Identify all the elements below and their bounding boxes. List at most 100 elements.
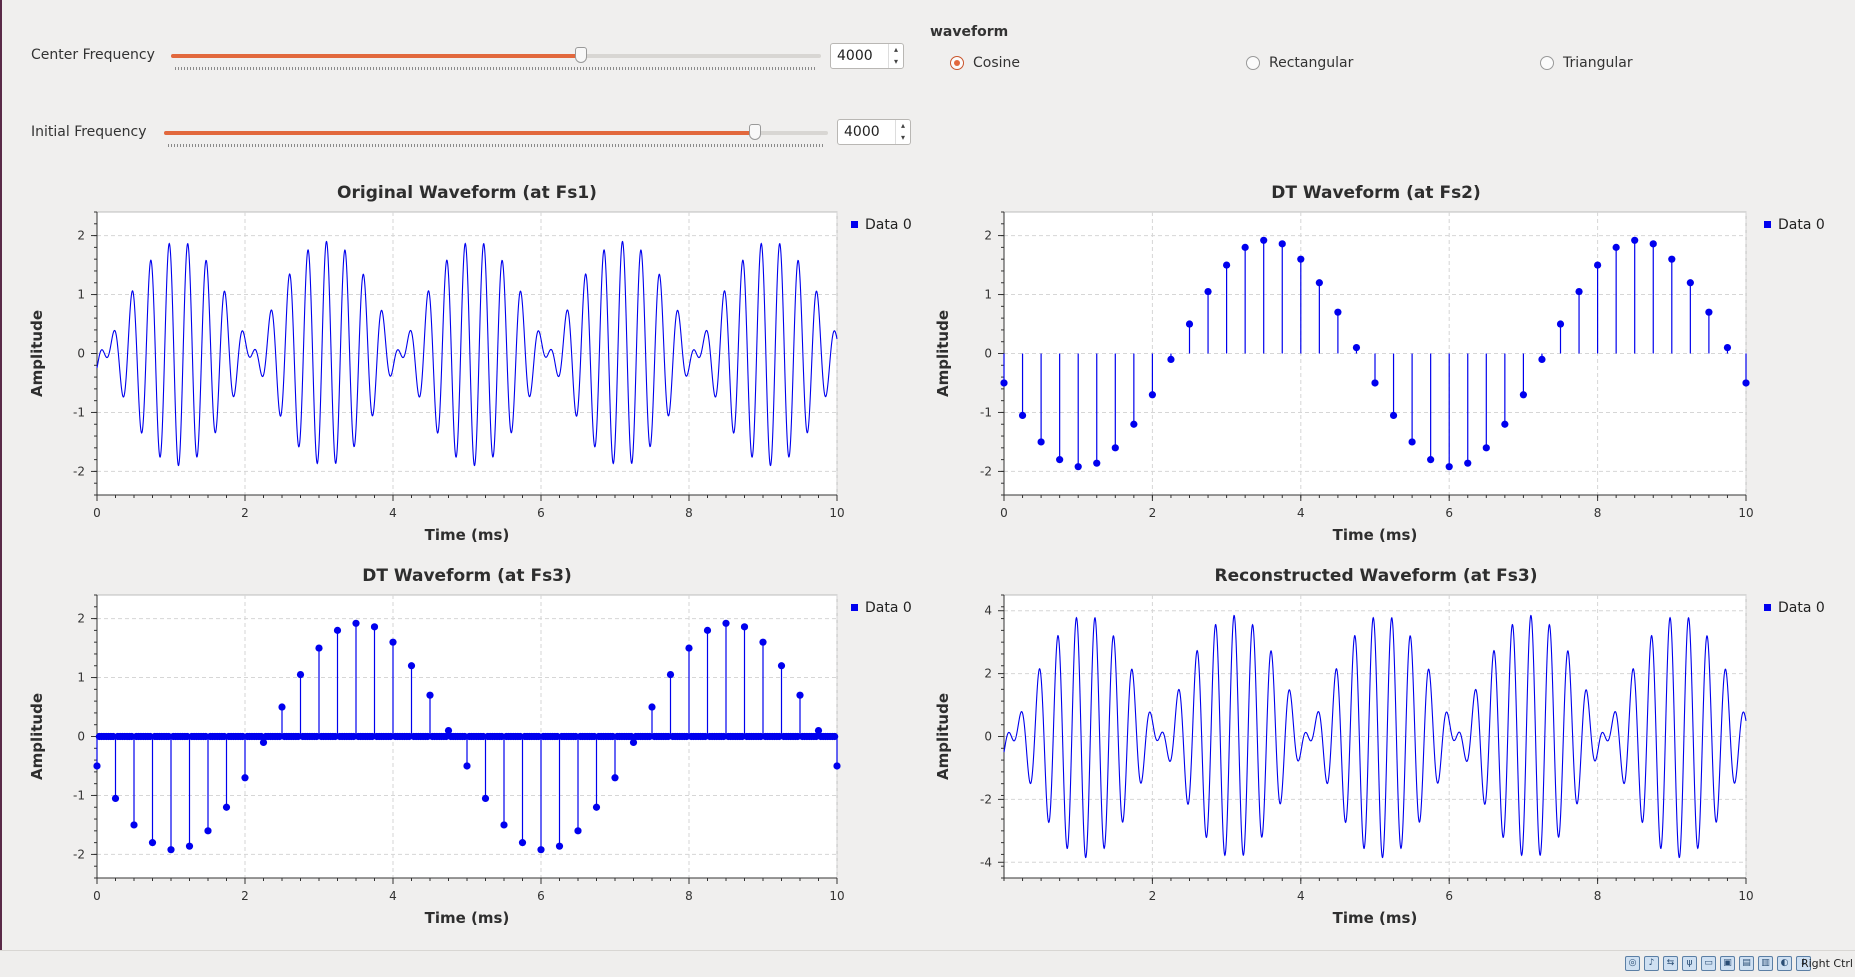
window-edge xyxy=(0,0,2,950)
x-axis-label: Time (ms) xyxy=(1333,909,1418,927)
stem-marker xyxy=(1223,261,1231,269)
stem-marker xyxy=(1074,463,1082,471)
y-axis-label: Amplitude xyxy=(28,310,46,397)
stem-marker xyxy=(1501,420,1509,428)
x-tick-label: 8 xyxy=(1594,506,1602,520)
center-frequency-spinbox[interactable]: 4000 ▴ ▾ xyxy=(830,43,904,69)
stem-marker xyxy=(1408,438,1416,446)
x-axis-label: Time (ms) xyxy=(1333,526,1418,544)
network-icon[interactable]: ⇆ xyxy=(1663,956,1678,971)
radio-rectangular[interactable]: Rectangular xyxy=(1246,55,1353,71)
stem-marker xyxy=(130,821,138,829)
stem-marker xyxy=(796,691,804,699)
stem-marker xyxy=(1631,236,1639,244)
stem-marker xyxy=(315,644,323,652)
spin-arrows[interactable]: ▴ ▾ xyxy=(888,44,903,68)
spin-down-icon[interactable]: ▾ xyxy=(893,57,898,66)
y-tick-label: 0 xyxy=(77,347,85,361)
x-tick-label: 2 xyxy=(241,889,249,903)
x-tick-label: 2 xyxy=(241,506,249,520)
plot-title: Reconstructed Waveform (at Fs3) xyxy=(1215,566,1538,586)
x-tick-label: 4 xyxy=(1297,506,1305,520)
stem-marker xyxy=(1427,456,1435,464)
vm-status-bar: ◎ ♪ ⇆ ψ ▭ ▣ ▤ ▥ ◐ ↓ Right Ctrl xyxy=(0,950,1855,977)
x-tick-label: 0 xyxy=(1000,506,1008,520)
slider-handle[interactable] xyxy=(574,47,587,63)
radio-unchecked-icon[interactable] xyxy=(1540,56,1554,70)
initial-frequency-spinbox[interactable]: 4000 ▴ ▾ xyxy=(837,119,911,145)
reconstructed-waveform-plot[interactable]: Reconstructed Waveform (at Fs3) 2 4 6 8 10 4 2 0… xyxy=(925,561,1855,946)
spin-up-icon[interactable]: ▴ xyxy=(900,121,905,130)
center-frequency-slider[interactable] xyxy=(171,45,821,70)
stem-marker xyxy=(629,738,638,746)
legend-label[interactable]: Data 0 xyxy=(1778,600,1825,616)
stem-marker xyxy=(1389,411,1398,420)
initial-frequency-value[interactable]: 4000 xyxy=(844,124,880,140)
stem-marker xyxy=(1464,459,1472,467)
x-tick-label: 6 xyxy=(1445,889,1453,903)
shared-folder-icon[interactable]: ▭ xyxy=(1701,956,1716,971)
radio-cosine[interactable]: Cosine xyxy=(950,55,1020,71)
y-tick-label: -1 xyxy=(73,788,85,802)
stem-marker xyxy=(185,842,194,850)
stem-marker xyxy=(1204,287,1212,296)
x-tick-label: 6 xyxy=(1445,506,1453,520)
y-tick-label: -1 xyxy=(980,405,992,419)
audio-icon[interactable]: ♪ xyxy=(1644,956,1659,971)
stem-marker xyxy=(444,727,453,735)
stem-marker xyxy=(777,662,786,670)
stem-marker xyxy=(592,803,601,811)
y-tick-label: 0 xyxy=(77,730,85,744)
mouse-integration-icon[interactable]: ◐ xyxy=(1777,956,1792,971)
slider-ticks xyxy=(168,144,824,147)
optical-drive-icon[interactable]: ◎ xyxy=(1625,956,1640,971)
spin-up-icon[interactable]: ▴ xyxy=(893,45,898,54)
x-tick-label: 2 xyxy=(1149,506,1157,520)
y-tick-label: 1 xyxy=(77,671,85,685)
y-tick-label: -1 xyxy=(73,405,85,419)
y-tick-label: 2 xyxy=(77,229,85,243)
slider-handle[interactable] xyxy=(748,124,761,140)
stem-marker xyxy=(1705,308,1713,316)
stem-marker xyxy=(1315,279,1323,287)
stem-marker xyxy=(1556,320,1565,328)
stem-marker xyxy=(1148,391,1156,399)
y-tick-label: 2 xyxy=(77,612,85,626)
spin-arrows[interactable]: ▴ ▾ xyxy=(895,120,910,144)
legend-label[interactable]: Data 0 xyxy=(1778,217,1825,233)
plot-title: Original Waveform (at Fs1) xyxy=(337,183,597,203)
initial-frequency-label: Initial Frequency xyxy=(31,124,147,140)
radio-checked-icon[interactable] xyxy=(950,56,964,70)
stem-marker xyxy=(204,827,212,835)
keyboard-capture-icon[interactable]: ↓ xyxy=(1796,956,1811,971)
spin-down-icon[interactable]: ▾ xyxy=(900,133,905,142)
x-tick-label: 8 xyxy=(685,506,693,520)
stem-marker xyxy=(1668,255,1676,263)
plot-title: DT Waveform (at Fs3) xyxy=(362,566,572,586)
display-icon[interactable]: ▣ xyxy=(1720,956,1735,971)
stem-marker xyxy=(1185,320,1194,328)
stem-marker xyxy=(722,619,730,627)
stem-marker xyxy=(148,839,157,847)
usb-icon[interactable]: ψ xyxy=(1682,956,1697,971)
initial-frequency-slider[interactable] xyxy=(164,122,828,147)
legend-swatch xyxy=(851,604,858,611)
stem-marker xyxy=(500,821,508,829)
radio-unchecked-icon[interactable] xyxy=(1246,56,1260,70)
video-capture-icon[interactable]: ▤ xyxy=(1739,956,1754,971)
x-tick-label: 0 xyxy=(93,506,101,520)
radio-label: Triangular xyxy=(1563,55,1633,71)
center-frequency-value[interactable]: 4000 xyxy=(837,48,873,64)
y-tick-label: -2 xyxy=(980,792,992,806)
stem-marker xyxy=(481,794,490,803)
original-waveform-plot[interactable]: Original Waveform (at Fs1)0 2 4 6 8 10210-1-2… xyxy=(0,178,925,558)
legend-label[interactable]: Data 0 xyxy=(865,600,912,616)
x-tick-label: 0 xyxy=(93,889,101,903)
cpu-icon[interactable]: ▥ xyxy=(1758,956,1773,971)
legend-label[interactable]: Data 0 xyxy=(865,217,912,233)
radio-triangular[interactable]: Triangular xyxy=(1540,55,1633,71)
legend-swatch xyxy=(851,221,858,228)
x-tick-label: 10 xyxy=(1738,506,1753,520)
